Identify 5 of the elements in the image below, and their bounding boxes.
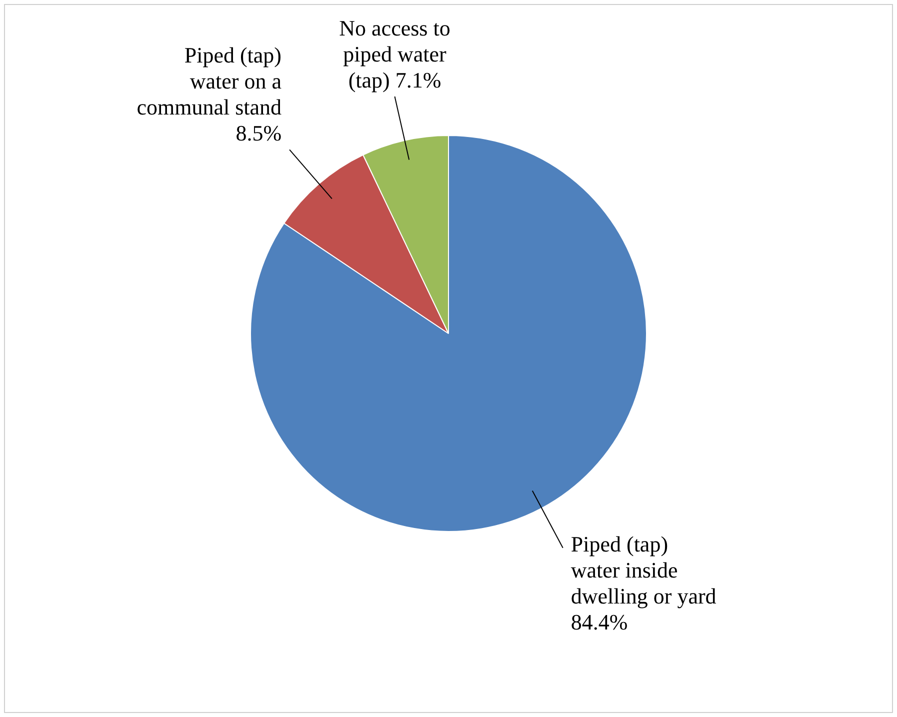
data-label: 84.4% <box>570 610 628 635</box>
data-label: 8.5% <box>236 120 282 146</box>
slice-label: No access to piped water (tap) 7.1% <box>339 15 450 92</box>
slice-label: Piped (tap) water inside dwelling or yard <box>570 532 716 609</box>
slice-label: Piped (tap) water on a communal stand <box>136 42 282 120</box>
